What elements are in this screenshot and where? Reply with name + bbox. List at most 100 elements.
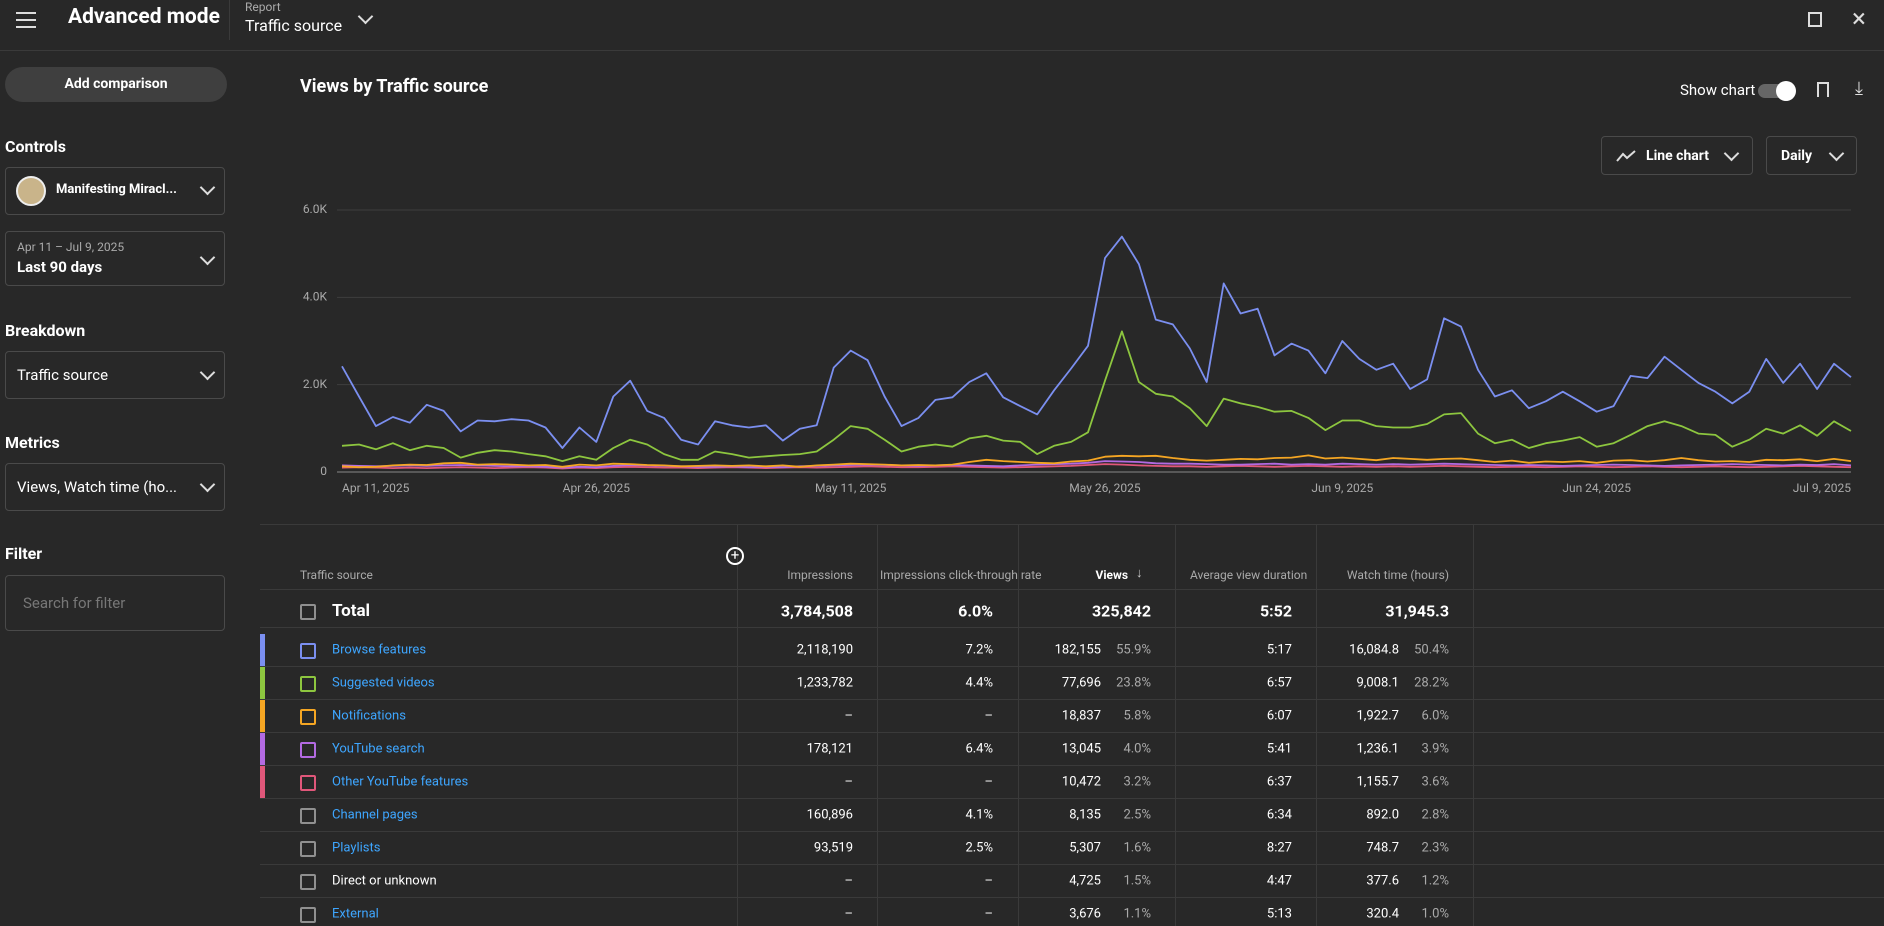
cell-watch-pct: 50.4% (1414, 642, 1449, 658)
cell-impressions: 1,233,782 (796, 675, 853, 691)
cell-avd: 6:34 (1266, 807, 1292, 823)
cell-impressions: 93,519 (813, 840, 853, 856)
add-column-icon[interactable]: + (726, 547, 744, 565)
cell-views-pct: 2.5% (1123, 807, 1151, 823)
row-divider (260, 666, 1884, 667)
download-icon[interactable]: ⤓ (1855, 78, 1863, 99)
row-checkbox[interactable] (300, 841, 316, 857)
metrics-select[interactable]: Views, Watch time (ho... (5, 463, 225, 511)
cell-watch-pct: 28.2% (1414, 675, 1449, 691)
series-line (341, 460, 1852, 469)
x-tick-label: Jul 9, 2025 (1793, 481, 1851, 495)
breakdown-value: Traffic source (17, 366, 109, 384)
cell-watch: 748.7 (1366, 840, 1399, 856)
filter-label: Filter (5, 544, 43, 563)
cell-views: 13,045 (1061, 741, 1101, 757)
bookmark-icon[interactable] (1817, 82, 1829, 97)
cell-watch: 31,945.3 (1385, 601, 1449, 621)
row-divider (260, 897, 1884, 898)
row-checkbox[interactable] (300, 604, 316, 620)
page-title: Advanced mode (68, 5, 220, 29)
filter-input[interactable]: Search for filter (5, 575, 225, 631)
cell-impressions: 178,121 (806, 741, 853, 757)
cell-ctr: 6.0% (958, 601, 993, 621)
sort-arrow: ↓ (1136, 566, 1143, 581)
row-name[interactable]: Notifications (332, 708, 406, 724)
cell-ctr: – (984, 906, 993, 922)
cell-views-pct: 23.8% (1116, 675, 1151, 691)
y-tick-label: 6.0K (303, 202, 328, 216)
cell-avd: 5:52 (1259, 601, 1292, 621)
row-checkbox[interactable] (300, 808, 316, 824)
row-divider (260, 831, 1884, 832)
close-icon[interactable]: × (1852, 4, 1866, 34)
row-checkbox[interactable] (300, 874, 316, 890)
feedback-icon[interactable] (1808, 12, 1822, 27)
cell-avd: 8:27 (1266, 840, 1292, 856)
row-divider (260, 864, 1884, 865)
cell-views-pct: 3.2% (1123, 774, 1151, 790)
row-name[interactable]: Suggested videos (332, 675, 435, 691)
row-color-bar (260, 766, 265, 798)
interval-select[interactable]: Daily (1766, 136, 1857, 175)
row-name: Direct or unknown (332, 873, 437, 889)
cell-views: 8,135 (1069, 807, 1101, 823)
show-chart-toggle[interactable] (1758, 81, 1796, 101)
column-header[interactable]: Impressions (787, 568, 853, 582)
cell-views-pct: 5.8% (1123, 708, 1151, 724)
row-checkbox[interactable] (300, 742, 316, 758)
row-divider (260, 798, 1884, 799)
channel-select[interactable]: Manifesting Miracl... (5, 167, 225, 215)
row-checkbox[interactable] (300, 676, 316, 692)
cell-impressions: 3,784,508 (780, 601, 853, 621)
cell-impressions: – (844, 774, 853, 790)
line-chart: 0 2.0K 4.0K 6.0K Apr 11, 2025 Apr 26, 2025 May… (303, 202, 1852, 495)
channel-name: Manifesting Miracl... (56, 182, 177, 197)
date-select[interactable]: Apr 11 – Jul 9, 2025 Last 90 days (5, 231, 225, 286)
row-checkbox[interactable] (300, 907, 316, 923)
cell-watch: 1,236.1 (1356, 741, 1399, 757)
cell-views: 77,696 (1061, 675, 1101, 691)
cell-views: 4,725 (1069, 873, 1101, 889)
chart-type-select[interactable]: Line chart (1601, 136, 1753, 175)
x-tick-label: Apr 26, 2025 (563, 481, 631, 495)
cell-watch-pct: 1.0% (1421, 906, 1449, 922)
show-chart-label: Show chart (1680, 81, 1756, 99)
row-checkbox[interactable] (300, 709, 316, 725)
cell-impressions: – (844, 906, 853, 922)
row-name[interactable]: Channel pages (332, 807, 418, 823)
cell-ctr: 2.5% (965, 840, 993, 856)
row-name[interactable]: YouTube search (332, 741, 425, 757)
column-divider (877, 525, 878, 926)
line-icon (1616, 150, 1636, 162)
row-name[interactable]: Playlists (332, 840, 381, 856)
column-header[interactable]: Impressions click-through rate (880, 568, 1042, 582)
data-table: Traffic source Impressions Impressions cli… (260, 524, 1884, 926)
row-divider (260, 732, 1884, 733)
row-name[interactable]: External (332, 906, 379, 922)
date-period: Last 90 days (17, 258, 103, 276)
metrics-value: Views, Watch time (ho... (17, 478, 178, 496)
row-divider (260, 765, 1884, 766)
report-value[interactable]: Traffic source (245, 16, 343, 35)
row-name[interactable]: Other YouTube features (332, 774, 469, 790)
menu-icon[interactable] (16, 12, 36, 28)
add-comparison-button[interactable]: Add comparison (5, 67, 227, 102)
column-header[interactable]: Views (1095, 568, 1128, 582)
row-checkbox[interactable] (300, 643, 316, 659)
row-checkbox[interactable] (300, 775, 316, 791)
breakdown-label: Breakdown (5, 321, 86, 340)
cell-views: 5,307 (1069, 840, 1101, 856)
cell-watch: 1,155.7 (1356, 774, 1399, 790)
column-header[interactable]: Watch time (hours) (1346, 568, 1449, 582)
column-header: Traffic source (300, 568, 373, 582)
divider (229, 0, 230, 40)
breakdown-select[interactable]: Traffic source (5, 351, 225, 399)
cell-ctr: 7.2% (965, 642, 993, 658)
cell-impressions: – (844, 873, 853, 889)
column-header[interactable]: Average view duration (1190, 568, 1308, 582)
chart-title: Views by Traffic source (300, 76, 489, 97)
row-name[interactable]: Browse features (332, 642, 427, 658)
cell-avd: 5:13 (1266, 906, 1292, 922)
x-tick-label: Apr 11, 2025 (342, 481, 410, 495)
